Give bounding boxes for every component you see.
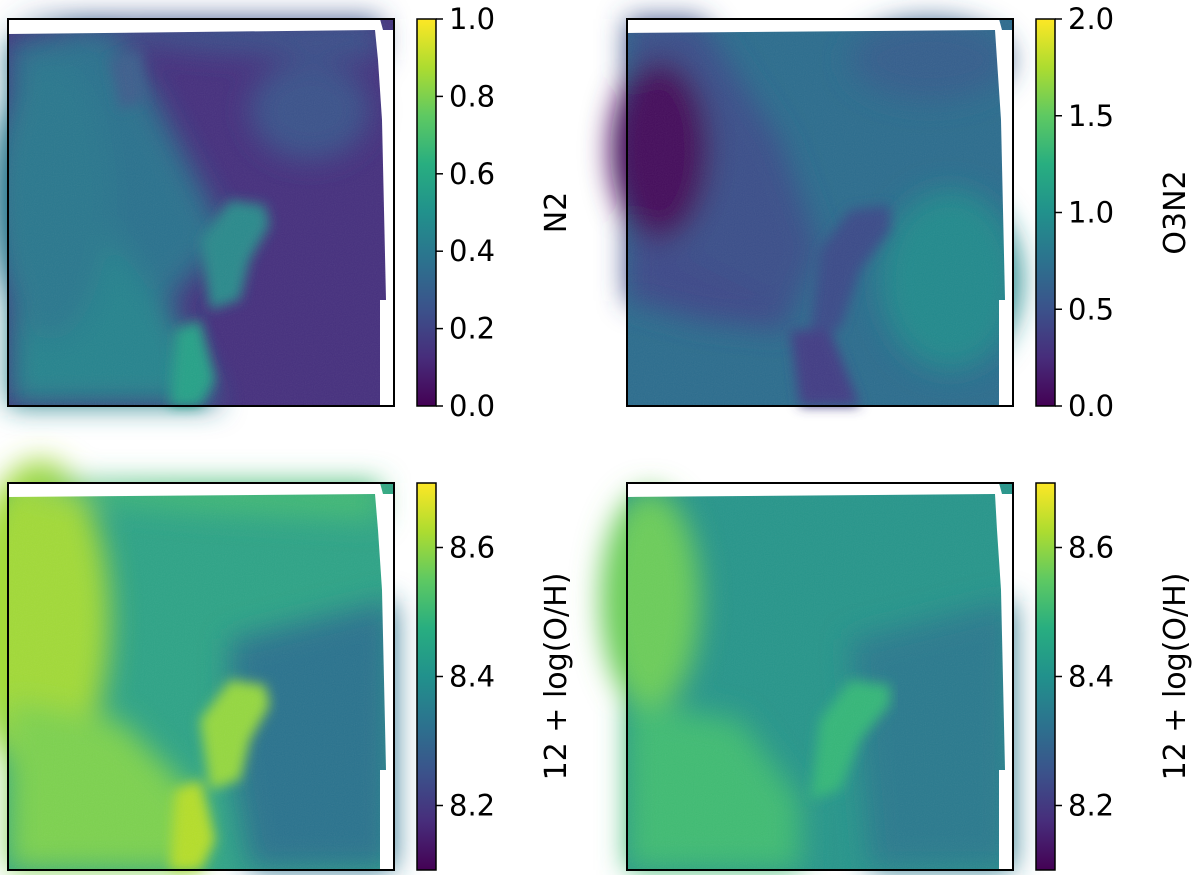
colorbar-tick-label: 1.5 xyxy=(1068,99,1114,133)
colorbar-n2: 0.0 0.2 0.4 0.6 0.8 1.0 N2 xyxy=(416,2,574,423)
axes-frame-oh-n2 xyxy=(7,482,395,871)
panel-oh-o3n2: 8.2 8.4 8.6 12 + log(O/H) xyxy=(600,482,1193,871)
heatmap-o3n2 xyxy=(610,19,1020,406)
colorbar-tick-label: 8.6 xyxy=(1068,531,1114,565)
colorbar-label-oh-n2: 12 + log(O/H) xyxy=(539,573,574,781)
colorbar-label-oh-o3n2: 12 + log(O/H) xyxy=(1158,573,1193,781)
colorbar-tick-label: 1.0 xyxy=(449,2,495,36)
colorbar-tick-label: 8.4 xyxy=(1068,660,1114,694)
colorbar-tick-label: 8.2 xyxy=(1068,789,1114,823)
colorbar-tick-label: 0.0 xyxy=(1068,389,1114,423)
colorbar-o3n2: 0.0 0.5 1.0 1.5 2.0 O3N2 xyxy=(1035,2,1193,423)
panel-oh-n2: 8.2 8.4 8.6 12 + log(O/H) xyxy=(0,460,574,871)
colorbar-tick-label: 0.6 xyxy=(449,157,495,191)
colorbar-tick-label: 1.0 xyxy=(1068,196,1114,230)
panel-n2: 0.0 0.2 0.4 0.6 0.8 1.0 N2 xyxy=(0,2,574,423)
heatmap-oh-n2 xyxy=(0,460,394,870)
colorbar-label-o3n2: O3N2 xyxy=(1158,170,1193,254)
colorbar-tick-label: 2.0 xyxy=(1068,2,1114,36)
colorbar-tick-label: 8.6 xyxy=(449,531,495,565)
colorbar-tick-label: 8.2 xyxy=(449,789,495,823)
colorbar-tick-label: 8.4 xyxy=(449,660,495,694)
axes-frame-oh-o3n2 xyxy=(626,482,1014,871)
colorbar-oh-n2: 8.2 8.4 8.6 12 + log(O/H) xyxy=(416,482,574,871)
colorbar-tick-label: 0.4 xyxy=(449,234,495,268)
colorbar-tick-label: 0.0 xyxy=(449,389,495,423)
heatmap-n2 xyxy=(0,19,394,406)
colorbar-oh-o3n2: 8.2 8.4 8.6 12 + log(O/H) xyxy=(1035,482,1193,871)
colorbar-tick-label: 0.2 xyxy=(449,312,495,346)
axes-frame-n2 xyxy=(7,18,395,407)
colorbar-tick-label: 0.5 xyxy=(1068,292,1114,326)
heatmap-oh-o3n2 xyxy=(600,483,1013,870)
colorbar-tick-label: 0.8 xyxy=(449,79,495,113)
panel-o3n2: 0.0 0.5 1.0 1.5 2.0 O3N2 xyxy=(610,2,1193,423)
axes-frame-o3n2 xyxy=(626,18,1014,407)
colorbar-label-n2: N2 xyxy=(539,192,574,234)
